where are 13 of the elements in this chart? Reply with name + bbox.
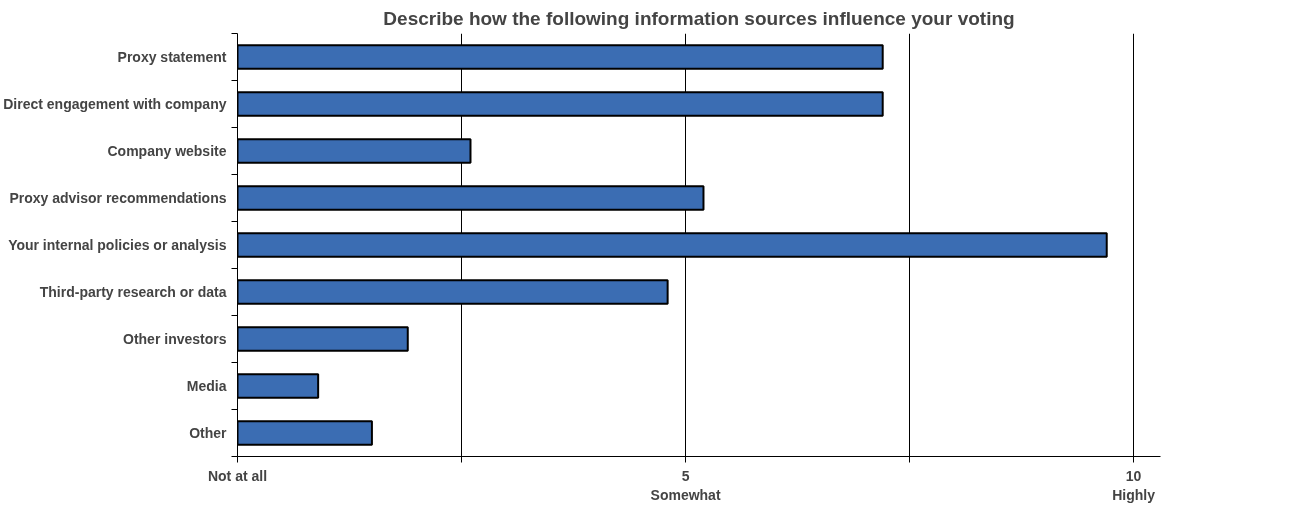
y-tick-label: Third-party research or data [39, 284, 227, 300]
y-tick-label: Direct engagement with company [3, 96, 227, 112]
y-tick-label: Company website [107, 143, 227, 159]
y-tick-label: Your internal policies or analysis [8, 237, 227, 253]
x-tick-label: Not at all [207, 467, 268, 484]
y-tick-label: Proxy statement [117, 49, 227, 65]
y-tick-label: Proxy advisor recommendations [9, 190, 227, 206]
y-tick-label: Other investors [123, 331, 227, 347]
y-tick-label: Other [189, 425, 228, 441]
chart-title: Describe how the following information sources influence your voting [383, 7, 1015, 29]
x-tick-label: 5 Somewhat [650, 467, 721, 503]
y-tick-label: Media [186, 378, 227, 394]
x-tick-label: 10 Highly [1112, 467, 1156, 503]
